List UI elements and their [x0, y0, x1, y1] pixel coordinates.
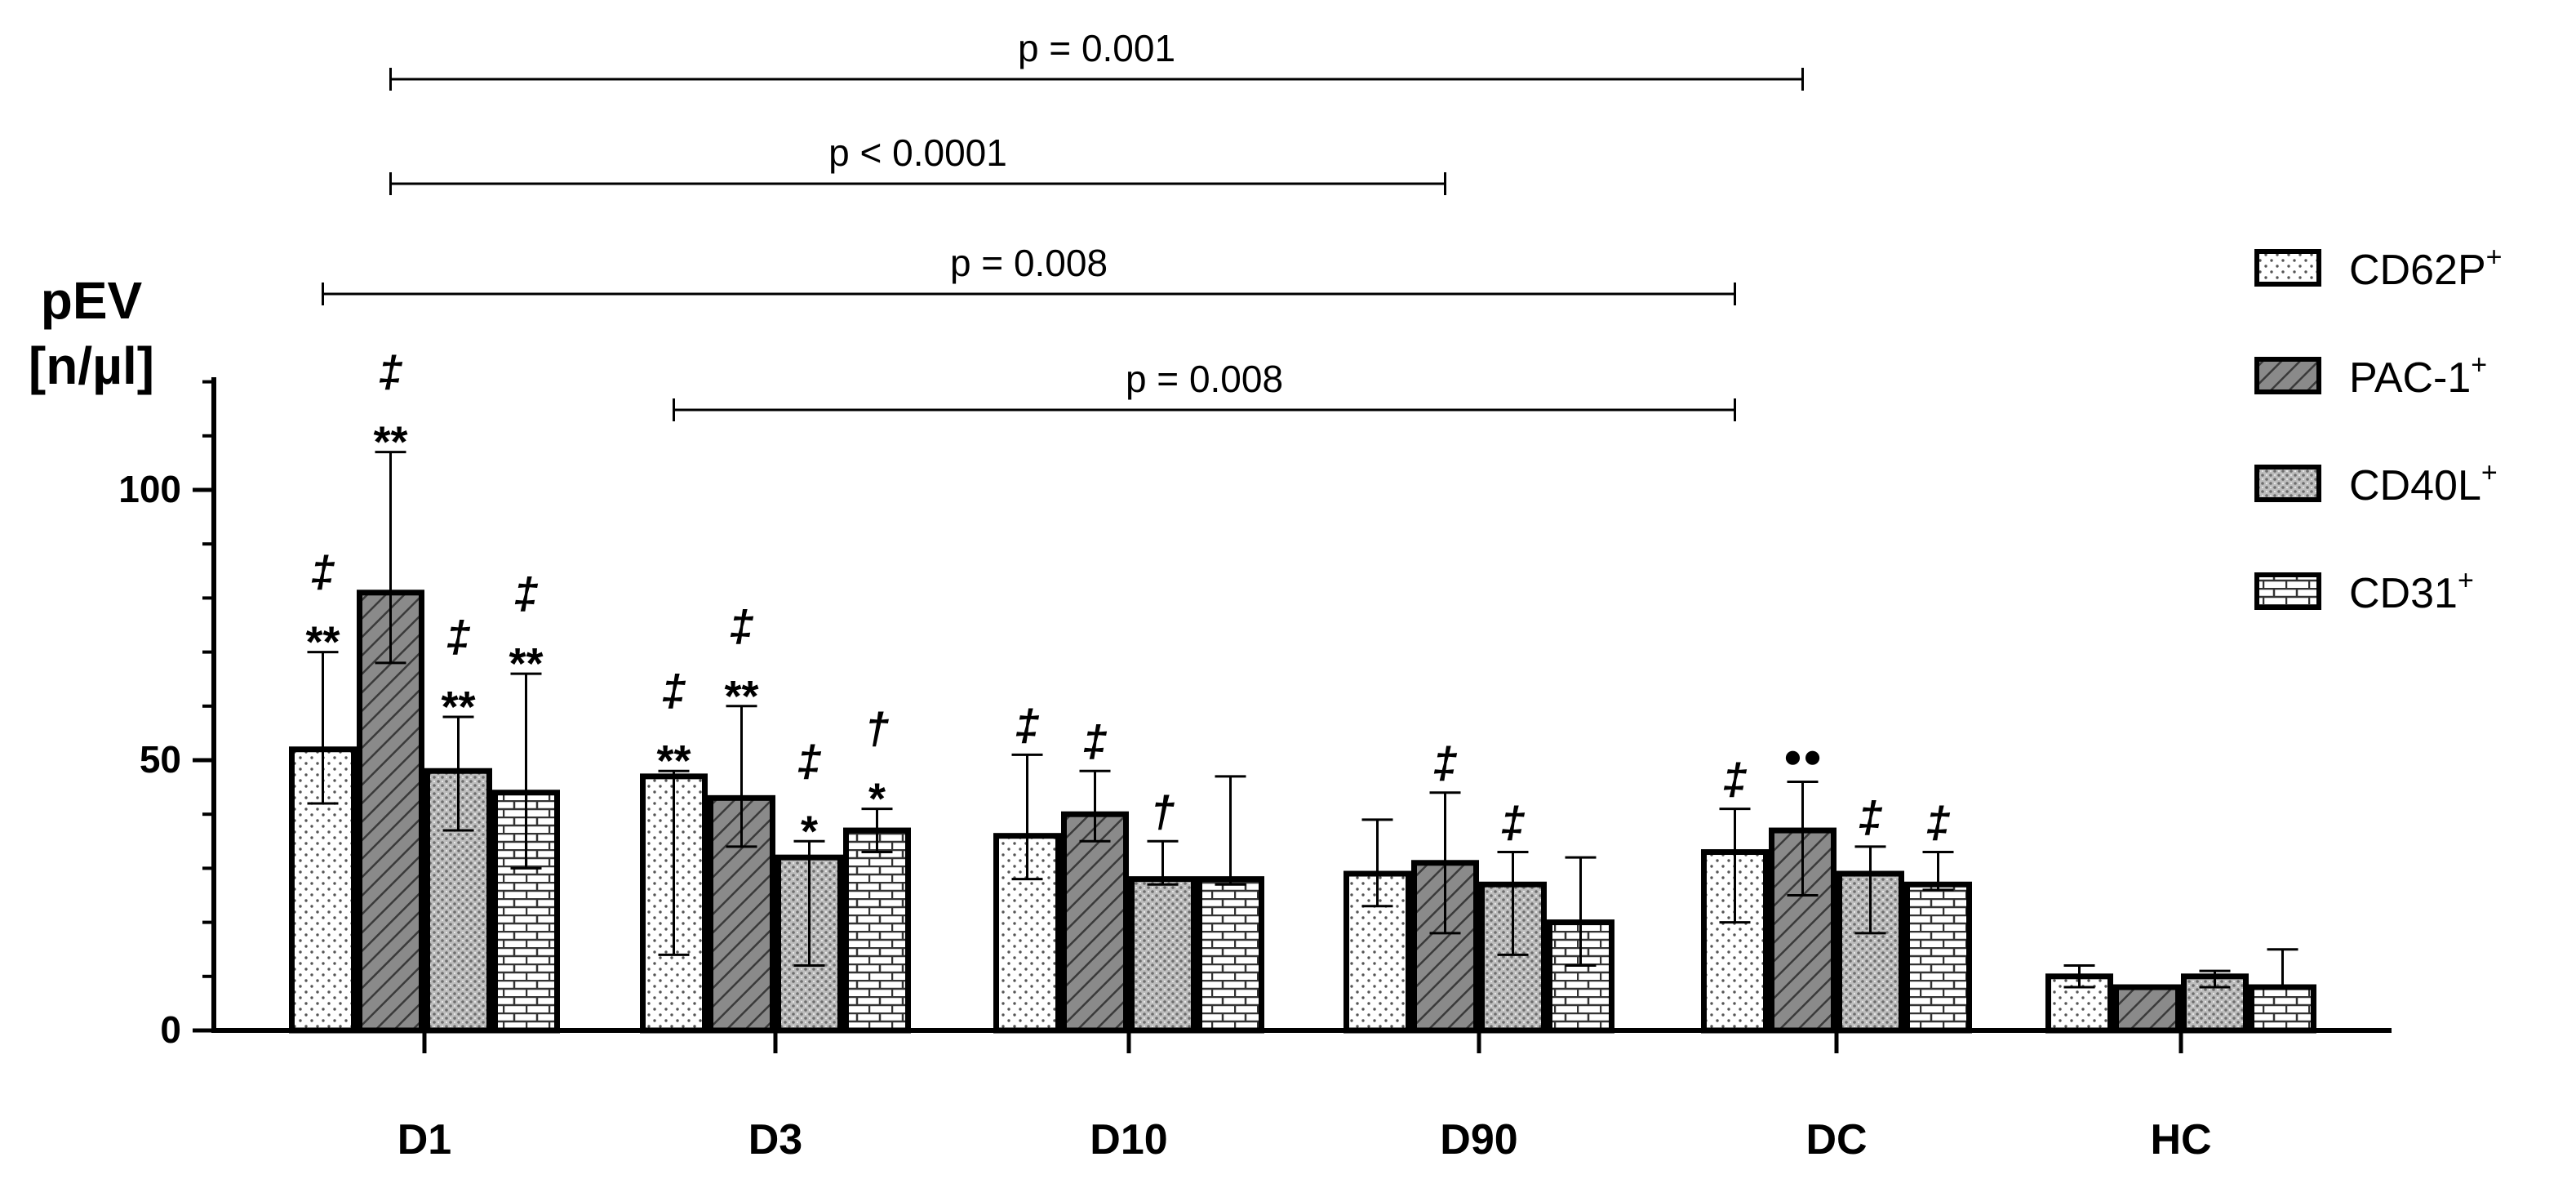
significance-mark: * [801, 807, 818, 856]
legend-label: PAC-1+ [2349, 349, 2487, 402]
legend-swatch [2254, 249, 2321, 287]
error-bars [307, 451, 2298, 989]
comparison-label: p < 0.0001 [828, 131, 1007, 174]
legend-swatch [2254, 572, 2321, 610]
significance-mark: ** [373, 418, 407, 467]
bar [1061, 811, 1129, 1034]
x-tick-label: DC [1805, 1116, 1867, 1164]
bars [289, 590, 2316, 1034]
significance-mark: † [864, 705, 889, 754]
y-tick-label: 100 [118, 468, 181, 510]
significance-mark: † [1150, 787, 1175, 836]
significance-mark: ** [441, 683, 475, 732]
significance-mark: ‡ [1082, 717, 1107, 766]
significance-mark: ‡ [1015, 701, 1039, 750]
significance-annotations: ** ‡ ** ‡ ** ‡ ** ‡ ** ‡ ** ‡ * ‡ * † ‡ ‡ † ‡ ‡ ‡ ●● ‡ ‡ [305, 348, 1950, 857]
bar [2113, 984, 2181, 1034]
significance-mark: ** [509, 639, 543, 688]
y-axis-label-line-2: [n/µl] [29, 336, 154, 395]
bar [1129, 876, 1197, 1034]
significance-mark: ‡ [378, 348, 402, 397]
legend: CD62P+ PAC-1+ CD40L+ CD31+ [2254, 242, 2503, 617]
legend-label: CD62P+ [2349, 242, 2503, 294]
significance-mark: ‡ [513, 569, 538, 618]
significance-mark: ‡ [1722, 755, 1747, 804]
bar [1904, 881, 1972, 1034]
legend-swatch [2254, 357, 2321, 394]
significance-mark: ●● [1783, 738, 1822, 774]
comparison-label: p = 0.008 [950, 242, 1108, 284]
y-axis-label-line-1: pEV [41, 271, 143, 330]
legend-label: CD40L+ [2349, 457, 2498, 510]
comparison-label: p = 0.001 [1018, 27, 1175, 69]
x-tick-label: D90 [1440, 1116, 1517, 1164]
x-tick-label: HC [2150, 1116, 2211, 1164]
legend-label: CD31+ [2349, 565, 2474, 617]
significance-mark: ** [656, 736, 691, 785]
bar [2249, 984, 2316, 1034]
x-tick-label: D3 [748, 1116, 802, 1164]
significance-mark: ‡ [1858, 793, 1882, 842]
comparison-brackets: p = 0.001 p < 0.0001 p = 0.008 p = 0.008 [322, 27, 1804, 421]
x-tick-label: D1 [398, 1116, 451, 1164]
significance-mark: ‡ [1500, 799, 1525, 848]
axes: 0 50 100 D1 D3 D10 D90 DC HC [118, 377, 2392, 1164]
y-tick-label: 0 [160, 1008, 181, 1051]
significance-mark: ‡ [1432, 739, 1457, 788]
significance-mark: ‡ [1925, 799, 1950, 848]
significance-mark: ‡ [446, 612, 470, 661]
significance-mark: * [868, 775, 886, 824]
bar [843, 827, 911, 1034]
bar [1197, 876, 1264, 1034]
bar [492, 790, 560, 1034]
legend-swatch [2254, 465, 2321, 502]
significance-mark: ‡ [729, 602, 753, 651]
significance-mark: ‡ [797, 736, 821, 785]
x-tick-label: D10 [1090, 1116, 1167, 1164]
significance-mark: ‡ [310, 548, 335, 597]
significance-mark: ** [305, 618, 340, 667]
significance-mark: ** [724, 672, 758, 721]
y-tick-label: 50 [140, 738, 181, 781]
comparison-label: p = 0.008 [1126, 358, 1283, 400]
significance-mark: ‡ [661, 666, 686, 715]
